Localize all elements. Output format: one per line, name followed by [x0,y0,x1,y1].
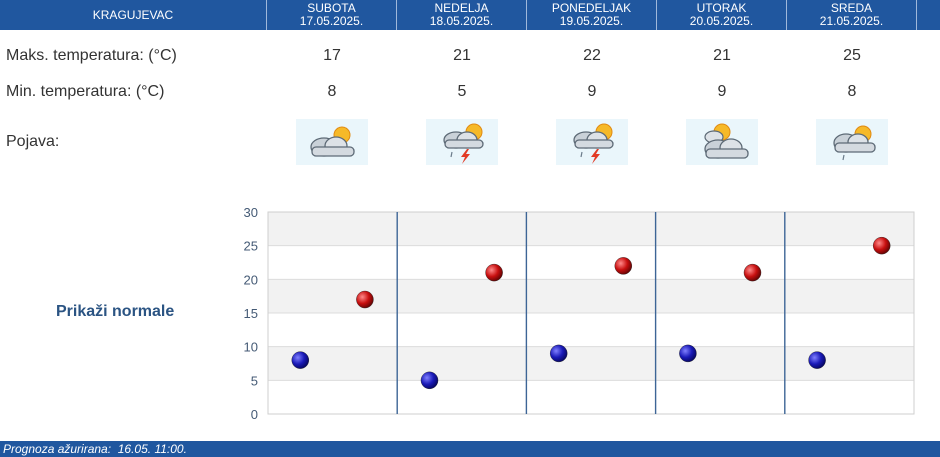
day-header: SREDA 21.05.2025. [787,0,917,30]
max-temperature-point [873,236,891,255]
city-name: KRAGUJEVAC [0,0,267,30]
plot-border [267,211,915,415]
min-temperature-point [291,351,310,369]
update-label: Prognoza ažurirana: [3,442,112,456]
pojava-row: Pojava: [0,118,940,166]
show-normals-link[interactable]: Prikaži normale [56,303,175,320]
forecast-header: KRAGUJEVAC SUBOTA 17.05.2025. NEDELJA 18… [0,0,940,30]
min-temperature-point [679,344,697,363]
chart-band [268,245,914,280]
day-header: UTORAK 20.05.2025. [657,0,787,30]
day-date: 20.05.2025. [689,14,754,28]
min-temperature-point [550,344,568,363]
max-temperature-point [485,263,503,282]
day-header: PONEDELJAK 19.05.2025. [527,0,657,30]
update-time: 16.05. 11:00. [117,442,187,456]
y-tick-label: 5 [251,373,258,388]
min-temperature-point [420,371,439,390]
max-temperature-value: 21 [453,47,471,64]
y-tick-label: 30 [244,205,258,220]
max-temperature-value: 25 [843,47,861,64]
y-axis-ticks: 0 5 10 15 20 25 30 [244,205,258,422]
cloudy-rain-icon [816,119,888,165]
min-temperature-value: 9 [587,83,597,100]
temperature-chart: 0 5 10 15 20 25 30 [244,205,915,422]
min-temperature-value: 5 [457,83,467,100]
min-temperature-label: Min. temperatura: (°C) [6,83,165,100]
max-temperature-point [614,257,632,275]
day-header: SUBOTA 17.05.2025. [267,0,397,30]
chart-band [268,212,914,246]
max-temperature-value: 17 [323,47,341,64]
thunderstorm-rain-icon [426,119,498,165]
min-temperature-value: 9 [717,83,727,100]
max-temperature-point [356,290,374,309]
day-dividers [396,212,786,414]
chart-band [268,313,914,347]
min-temperature-value: 8 [847,83,857,100]
day-name: UTORAK [696,1,747,15]
max-temperature-label: Maks. temperatura: (°C) [6,47,177,64]
chart-band [268,380,914,414]
chart-points [291,236,891,390]
chart-grid [267,211,915,415]
y-tick-label: 15 [244,306,258,321]
chart-bands [268,212,914,414]
partly-cloudy-icon [686,119,758,165]
update-footer: Prognoza ažurirana: 16.05. 11:00. [0,441,940,457]
max-temperature-point [743,263,762,282]
pojava-label: Pojava: [6,133,60,150]
y-tick-label: 20 [244,272,258,287]
chart-band [268,279,914,313]
day-date: 17.05.2025. [299,14,364,28]
day-name: SUBOTA [307,1,356,15]
chart-band [268,346,914,381]
y-tick-label: 10 [244,340,258,355]
y-tick-label: 0 [251,407,258,422]
min-temperature-row: Min. temperatura: (°C) 8 5 9 9 8 [0,77,940,107]
max-temperature-value: 21 [713,47,731,64]
day-date: 18.05.2025. [429,14,494,28]
thunderstorm-rain-icon [556,119,628,165]
day-date: 21.05.2025. [819,14,884,28]
partly-cloudy-icon [296,119,368,165]
min-temperature-value: 8 [327,83,337,100]
min-temperature-point [808,351,826,369]
day-name: PONEDELJAK [551,1,632,15]
header-spacer [917,0,940,30]
max-temperature-value: 22 [583,47,601,64]
day-name: SREDA [830,1,873,15]
max-temperature-row: Maks. temperatura: (°C) 17 21 22 21 25 [0,41,940,71]
day-date: 19.05.2025. [559,14,624,28]
y-tick-label: 25 [244,239,258,254]
day-name: NEDELJA [434,1,489,15]
day-header: NEDELJA 18.05.2025. [397,0,527,30]
